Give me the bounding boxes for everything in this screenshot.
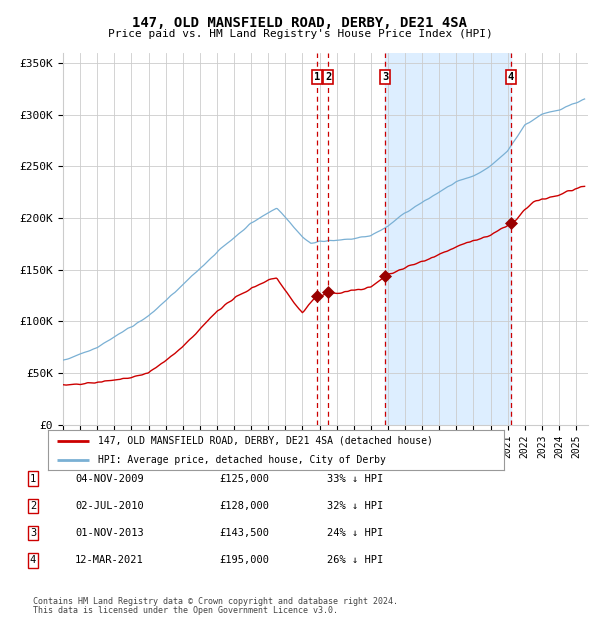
Text: Price paid vs. HM Land Registry's House Price Index (HPI): Price paid vs. HM Land Registry's House … [107, 29, 493, 38]
Text: 4: 4 [508, 72, 514, 82]
Text: 33% ↓ HPI: 33% ↓ HPI [327, 474, 383, 484]
Text: 32% ↓ HPI: 32% ↓ HPI [327, 501, 383, 511]
Text: HPI: Average price, detached house, City of Derby: HPI: Average price, detached house, City… [98, 455, 386, 465]
Text: 1: 1 [314, 72, 320, 82]
Text: £143,500: £143,500 [219, 528, 269, 538]
Text: 2: 2 [30, 501, 36, 511]
Text: 02-JUL-2010: 02-JUL-2010 [75, 501, 144, 511]
Text: £128,000: £128,000 [219, 501, 269, 511]
Text: Contains HM Land Registry data © Crown copyright and database right 2024.: Contains HM Land Registry data © Crown c… [33, 597, 398, 606]
Text: 4: 4 [30, 556, 36, 565]
Text: £125,000: £125,000 [219, 474, 269, 484]
Text: 04-NOV-2009: 04-NOV-2009 [75, 474, 144, 484]
Text: 2: 2 [325, 72, 331, 82]
Text: 12-MAR-2021: 12-MAR-2021 [75, 556, 144, 565]
Text: 3: 3 [30, 528, 36, 538]
Text: 24% ↓ HPI: 24% ↓ HPI [327, 528, 383, 538]
Text: 3: 3 [382, 72, 388, 82]
Text: 1: 1 [30, 474, 36, 484]
Text: 147, OLD MANSFIELD ROAD, DERBY, DE21 4SA (detached house): 147, OLD MANSFIELD ROAD, DERBY, DE21 4SA… [98, 436, 433, 446]
Text: This data is licensed under the Open Government Licence v3.0.: This data is licensed under the Open Gov… [33, 606, 338, 615]
Text: 26% ↓ HPI: 26% ↓ HPI [327, 556, 383, 565]
Text: 147, OLD MANSFIELD ROAD, DERBY, DE21 4SA: 147, OLD MANSFIELD ROAD, DERBY, DE21 4SA [133, 16, 467, 30]
Text: £195,000: £195,000 [219, 556, 269, 565]
Text: 01-NOV-2013: 01-NOV-2013 [75, 528, 144, 538]
Bar [385, 53, 511, 425]
